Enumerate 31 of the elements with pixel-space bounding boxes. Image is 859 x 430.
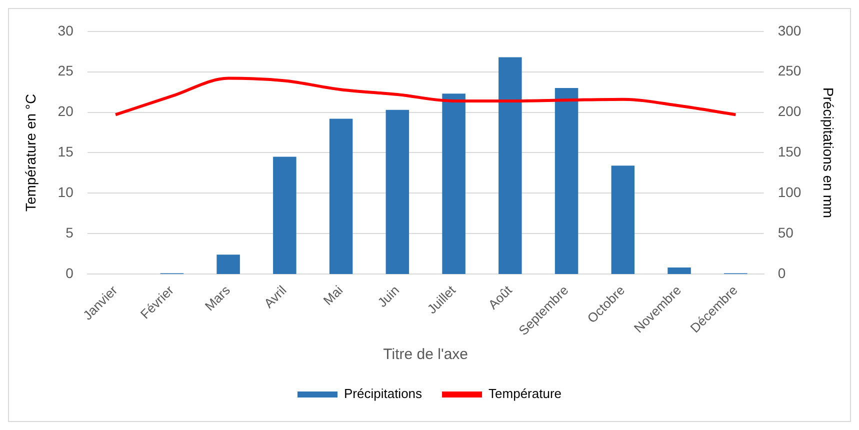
x-tick-label: Mai xyxy=(320,282,346,308)
y2-axis-title: Précipitations en mm xyxy=(820,87,837,218)
legend-label: Température xyxy=(488,386,562,402)
y-tick-label: 10 xyxy=(58,184,74,200)
legend-label: Précipitations xyxy=(344,386,423,402)
y2-tick-label: 200 xyxy=(778,103,802,120)
y-tick-label: 5 xyxy=(66,224,74,240)
y2-tick-label: 0 xyxy=(778,264,786,281)
y2-tick-label: 250 xyxy=(778,62,802,79)
y-tick-label: 15 xyxy=(58,144,74,160)
bar xyxy=(329,118,353,274)
bar xyxy=(216,254,240,274)
bar xyxy=(611,166,635,274)
y-tick-label: 20 xyxy=(58,103,74,120)
y-tick-label: 0 xyxy=(66,264,74,281)
y2-tick-label: 100 xyxy=(778,184,802,200)
bar xyxy=(273,156,296,274)
y2-tick-label: 300 xyxy=(778,22,802,38)
x-tick-label: Juin xyxy=(374,282,402,310)
y2-tick-label: 50 xyxy=(778,224,794,240)
bar xyxy=(554,88,578,274)
y2-tick-label: 150 xyxy=(778,144,802,160)
bar xyxy=(498,57,522,274)
x-axis-title: Titre de l'axe xyxy=(383,346,468,364)
y-tick-label: 30 xyxy=(58,22,74,38)
bar xyxy=(668,268,691,274)
bar xyxy=(442,94,466,274)
line-series xyxy=(114,76,738,116)
y-tick-label: 25 xyxy=(58,62,74,79)
y-axis-title: Température en °C xyxy=(22,94,38,212)
bar xyxy=(386,110,410,274)
